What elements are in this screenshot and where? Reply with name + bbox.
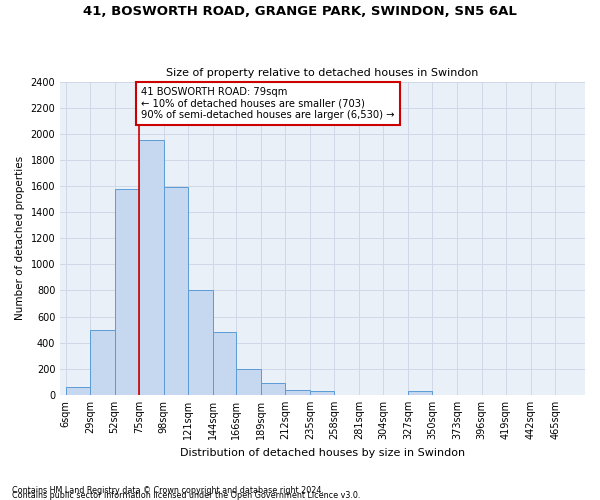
Bar [90,330,115,395]
Bar [188,290,213,395]
Bar [408,392,433,395]
Bar [115,188,139,395]
Y-axis label: Number of detached properties: Number of detached properties [15,156,25,320]
Text: Contains public sector information licensed under the Open Government Licence v3: Contains public sector information licen… [12,491,361,500]
Title: Size of property relative to detached houses in Swindon: Size of property relative to detached ho… [166,68,479,78]
X-axis label: Distribution of detached houses by size in Swindon: Distribution of detached houses by size … [180,448,465,458]
Text: 41, BOSWORTH ROAD, GRANGE PARK, SWINDON, SN5 6AL: 41, BOSWORTH ROAD, GRANGE PARK, SWINDON,… [83,5,517,18]
Bar [213,332,236,395]
Bar [164,188,188,395]
Text: Contains HM Land Registry data © Crown copyright and database right 2024.: Contains HM Land Registry data © Crown c… [12,486,324,495]
Bar [261,382,285,395]
Bar [65,387,90,395]
Bar [236,369,261,395]
Text: 41 BOSWORTH ROAD: 79sqm
← 10% of detached houses are smaller (703)
90% of semi-d: 41 BOSWORTH ROAD: 79sqm ← 10% of detache… [141,87,395,120]
Bar [285,390,310,395]
Bar [310,392,334,395]
Bar [139,140,164,395]
